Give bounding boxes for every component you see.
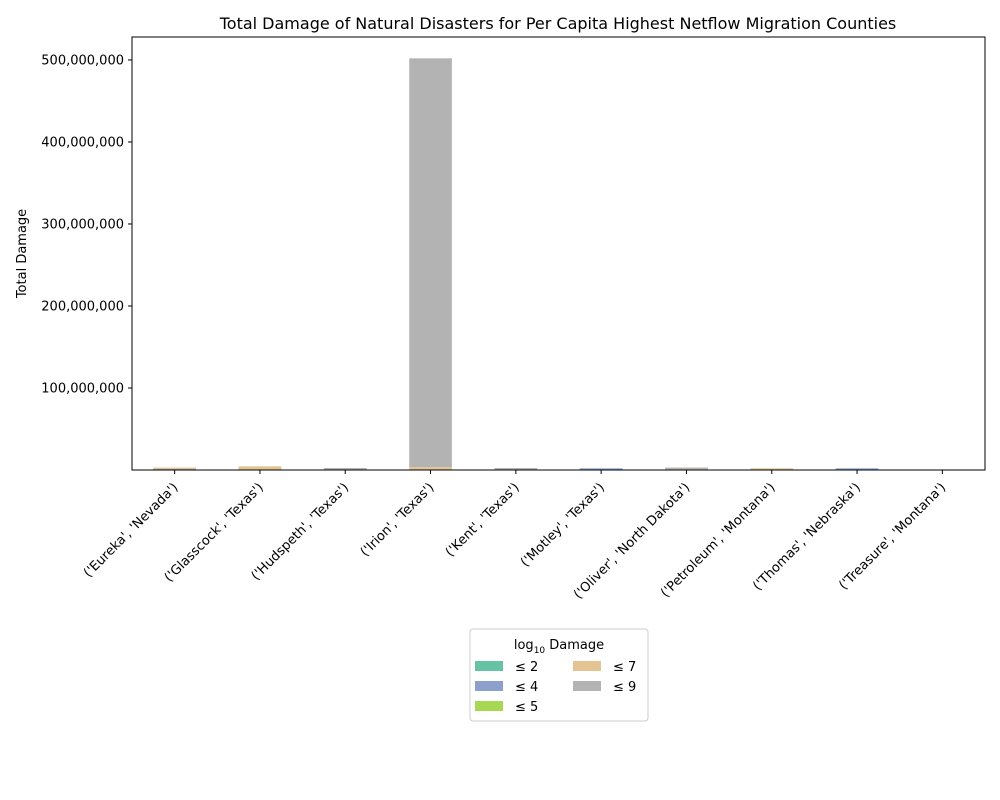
x-axis-ticks: ('Eureka', 'Nevada')('Glasscock', 'Texas… (81, 470, 949, 602)
legend-box (469, 628, 649, 722)
legend-swatch (573, 681, 601, 691)
bar-segment (409, 58, 452, 468)
y-axis-ticks: 100,000,000 200,000,000 300,000,000 400,000… (41, 53, 132, 396)
legend-swatch (573, 661, 601, 671)
x-tick-label: ('Eureka', 'Nevada') (81, 480, 181, 580)
legend-title: log10 Damage (514, 638, 604, 656)
bar-segment (665, 468, 708, 470)
legend-swatch (475, 681, 503, 691)
legend-swatch (475, 701, 503, 711)
legend-label: ≤ 9 (613, 680, 636, 695)
y-tick-label: 300,000,000 (41, 217, 124, 232)
y-tick-label: 100,000,000 (41, 381, 124, 396)
bar-segment (153, 468, 196, 470)
bar-segment (579, 468, 623, 470)
x-tick-label: ('Motley', 'Texas') (518, 480, 608, 570)
bar-segment (323, 467, 367, 470)
x-tick-label: ('Irion', 'Texas') (358, 480, 438, 560)
chart-title: Total Damage of Natural Disasters for Pe… (219, 14, 897, 33)
x-tick-label: ('Kent', 'Texas') (443, 480, 523, 560)
bar-segment (153, 467, 196, 470)
legend-swatch (475, 661, 503, 671)
legend-label: ≤ 4 (515, 680, 538, 695)
bar-segment (665, 467, 708, 470)
bars-layer (153, 58, 879, 470)
legend-items: ≤ 2 ≤ 4 ≤ 5 ≤ 7 ≤ 9 (475, 660, 636, 715)
bar-segment (409, 467, 452, 470)
legend-label: ≤ 7 (613, 660, 636, 675)
legend-label: ≤ 5 (515, 700, 538, 715)
bar-segment (835, 468, 879, 470)
plot-frame (131, 36, 986, 471)
bar-segment (494, 467, 538, 470)
x-tick-label: ('Hudspeth', 'Texas') (249, 480, 352, 583)
y-tick-label: 500,000,000 (41, 53, 124, 68)
legend-label: ≤ 2 (515, 660, 538, 675)
bar-segment (238, 466, 282, 470)
y-axis-label: Total Damage (15, 209, 30, 299)
y-tick-label: 400,000,000 (41, 135, 124, 150)
bar-segment (750, 468, 794, 470)
legend: log10 Damage ≤ 2 ≤ 4 ≤ 5 ≤ 7 ≤ 9 (469, 628, 649, 722)
y-tick-label: 200,000,000 (41, 299, 124, 314)
